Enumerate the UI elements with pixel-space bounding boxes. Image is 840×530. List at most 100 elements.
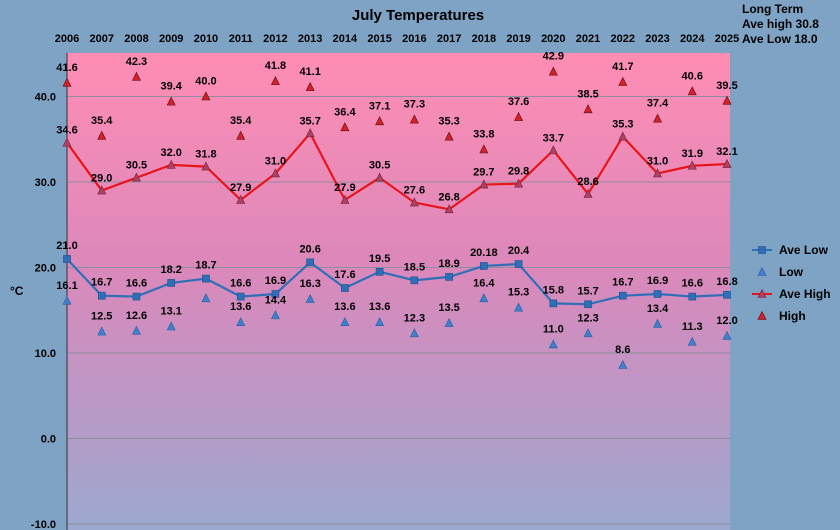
high-data-label: 42.3 bbox=[126, 56, 147, 68]
high-marker bbox=[340, 122, 350, 132]
ave-high-marker bbox=[722, 158, 732, 168]
y-tick-label: -10.0 bbox=[31, 519, 56, 530]
high-data-label: 35.3 bbox=[438, 116, 459, 128]
ave-high-marker bbox=[618, 131, 628, 141]
ave-high-data-label: 31.0 bbox=[265, 155, 286, 167]
ave-low-data-label: 20.6 bbox=[299, 243, 320, 255]
legend-swatch-marker bbox=[757, 288, 767, 298]
ave-high-marker bbox=[548, 145, 558, 155]
high-marker bbox=[687, 86, 697, 96]
x-tick-label: 2010 bbox=[194, 33, 218, 45]
ave-low-data-label: 20.4 bbox=[508, 245, 530, 257]
ave-high-data-label: 32.1 bbox=[716, 146, 737, 158]
ave-high-data-label: 30.5 bbox=[126, 160, 147, 172]
ave-low-data-label: 16.8 bbox=[716, 276, 737, 288]
ave-high-marker bbox=[514, 178, 524, 188]
x-tick-label: 2009 bbox=[159, 33, 183, 45]
plot-area bbox=[67, 53, 730, 530]
legend-label: Ave High bbox=[779, 287, 831, 301]
ave-high-data-label: 29.8 bbox=[508, 166, 529, 178]
low-data-label: 11.3 bbox=[682, 321, 703, 333]
low-marker bbox=[131, 325, 141, 335]
ave-high-marker bbox=[653, 168, 663, 178]
high-marker bbox=[62, 77, 72, 87]
ave-low-marker bbox=[167, 279, 176, 287]
low-marker bbox=[375, 317, 385, 327]
ave-low-data-label: 15.7 bbox=[577, 285, 598, 297]
ave-low-marker bbox=[132, 292, 141, 301]
x-tick-label: 2007 bbox=[89, 33, 113, 45]
low-marker bbox=[305, 293, 315, 303]
ave-high-data-label: 32.0 bbox=[160, 147, 181, 159]
data-labels: 41.6 35.4 42.3 39.4 40.0 35.4 41.8 41.1 36.4 37.1… bbox=[56, 51, 737, 356]
ave-high-marker bbox=[444, 204, 454, 214]
x-tick-label: 2008 bbox=[124, 33, 148, 45]
low-data-label: 12.6 bbox=[126, 310, 147, 322]
ave-high-data-label: 27.6 bbox=[404, 185, 425, 197]
ave-low-line bbox=[66, 258, 728, 306]
high-data-label: 37.3 bbox=[404, 99, 425, 111]
x-tick-label: 2020 bbox=[541, 33, 565, 45]
low-marker bbox=[687, 336, 697, 346]
ave-low-data-label: 16.7 bbox=[91, 277, 112, 289]
x-tick-label: 2015 bbox=[367, 33, 391, 45]
ave-low-data-label: 18.9 bbox=[438, 258, 459, 270]
x-tick-label: 2006 bbox=[55, 33, 79, 45]
ave-high-data-label: 33.7 bbox=[543, 132, 564, 144]
ave-low-data-label: 17.6 bbox=[334, 269, 355, 281]
low-data-label: 13.1 bbox=[160, 305, 181, 317]
low-marker bbox=[618, 359, 628, 369]
high-data-label: 41.1 bbox=[299, 66, 320, 78]
x-tick-label: 2017 bbox=[437, 33, 461, 45]
ave-high-data-label: 35.7 bbox=[299, 115, 320, 127]
x-tick-label: 2011 bbox=[229, 33, 253, 45]
high-marker bbox=[166, 96, 176, 106]
high-marker bbox=[583, 104, 593, 114]
x-tick-label: 2022 bbox=[611, 33, 635, 45]
high-data-label: 41.6 bbox=[56, 62, 77, 74]
gridlines bbox=[67, 96, 730, 525]
ave-high-marker bbox=[340, 194, 350, 204]
ave-low-data-label: 16.7 bbox=[612, 277, 633, 289]
y-tick-label: 10.0 bbox=[35, 348, 56, 360]
ave-high-marker bbox=[375, 172, 385, 182]
high-data-label: 36.4 bbox=[334, 106, 356, 118]
ave-high-marker bbox=[97, 185, 107, 195]
ave-high-marker bbox=[409, 197, 419, 207]
x-tick-label: 2023 bbox=[645, 33, 669, 45]
high-data-label: 37.1 bbox=[369, 100, 390, 112]
low-data-label: 16.1 bbox=[56, 280, 77, 292]
legend-swatch-marker bbox=[757, 266, 767, 276]
low-marker bbox=[166, 321, 176, 331]
ave-low-marker bbox=[445, 273, 453, 281]
high-data-label: 41.8 bbox=[265, 60, 286, 72]
high-marker bbox=[548, 66, 558, 76]
low-data-label: 12.3 bbox=[404, 312, 425, 324]
ave-high-data-label: 26.8 bbox=[438, 191, 459, 203]
y-tick-label: 20.0 bbox=[35, 263, 56, 275]
ave-low-marker bbox=[549, 299, 558, 308]
ave-high-data-label: 34.6 bbox=[56, 125, 77, 137]
low-marker bbox=[201, 293, 211, 303]
high-marker bbox=[618, 76, 628, 86]
high-data-label: 40.0 bbox=[195, 76, 216, 88]
high-marker bbox=[409, 114, 419, 124]
ave-low-data-label: 16.6 bbox=[682, 278, 703, 290]
ave-low-marker bbox=[723, 291, 731, 299]
high-data-label: 39.4 bbox=[160, 81, 182, 93]
ave-low-data-label: 15.8 bbox=[543, 284, 564, 296]
low-marker bbox=[340, 317, 350, 327]
x-tick-label: 2013 bbox=[298, 33, 322, 45]
ave-high-marker bbox=[270, 168, 280, 178]
ave-low-data-label: 18.7 bbox=[195, 260, 216, 272]
x-tick-label: 2024 bbox=[680, 33, 705, 45]
ave-low-data-label: 16.9 bbox=[265, 275, 286, 287]
ave-high-data-label: 29.7 bbox=[473, 167, 494, 179]
legend: Ave Low Low Ave High High bbox=[752, 243, 831, 323]
ave-high-data-label: 35.3 bbox=[612, 119, 633, 131]
high-data-label: 38.5 bbox=[577, 88, 598, 100]
x-tick-label: 2025 bbox=[715, 33, 739, 45]
low-marker bbox=[722, 330, 732, 340]
ave-low-marker bbox=[97, 291, 106, 300]
